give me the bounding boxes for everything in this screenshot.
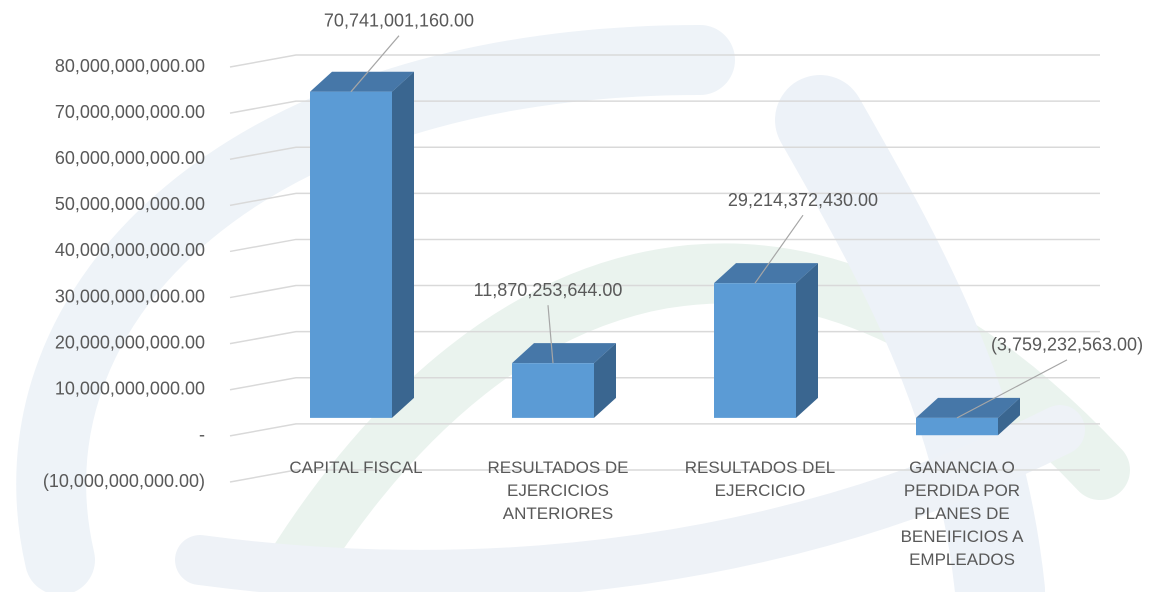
x-tick-label: GANANCIA O PERDIDA POR PLANES DE BENEIFI… (900, 458, 1024, 569)
grid-line (229, 192, 1100, 207)
y-tick-label: 60,000,000,000.00 (55, 148, 205, 168)
leader-line (956, 359, 1068, 419)
leader-line (547, 305, 554, 364)
grid-line (229, 100, 1100, 114)
leader-line (350, 35, 400, 93)
bar-side (392, 71, 414, 418)
bar (916, 417, 998, 436)
bar-top (310, 71, 414, 92)
leader-line (754, 214, 804, 284)
bar (714, 283, 796, 418)
y-tick-label: 10,000,000,000.00 (55, 379, 205, 399)
bar-top (512, 343, 616, 364)
y-tick-label: 50,000,000,000.00 (55, 194, 205, 214)
grid-line (229, 423, 1100, 437)
y-tick-label: (10,000,000,000.00) (43, 471, 205, 491)
grid-line (229, 284, 1100, 299)
y-tick-label: 30,000,000,000.00 (55, 286, 205, 306)
grid-line (229, 54, 1100, 68)
bar (512, 363, 594, 418)
bar (310, 91, 392, 418)
value-label: (3,759,232,563.00) (991, 335, 1143, 355)
value-label: 70,741,001,160.00 (324, 10, 474, 30)
y-tick-label: - (199, 425, 205, 445)
y-tick-label: 20,000,000,000.00 (55, 332, 205, 352)
background-decoration (16, 25, 1130, 592)
bar-top (714, 263, 818, 284)
bar-top (916, 397, 1020, 418)
grid-line (229, 238, 1100, 253)
y-tick-label: 70,000,000,000.00 (55, 102, 205, 122)
x-tick-label: RESULTADOS DE EJERCICIOS ANTERIORES (487, 458, 629, 523)
x-tick-label: CAPITAL FISCAL (289, 458, 423, 477)
x-tick-label: RESULTADOS DEL EJERCICIO (684, 458, 836, 500)
grid-line (229, 146, 1100, 160)
y-tick-label: 40,000,000,000.00 (55, 240, 205, 260)
bar-side (998, 397, 1020, 436)
grid-line (229, 330, 1100, 345)
bar-side (796, 263, 818, 418)
value-label: 29,214,372,430.00 (728, 190, 878, 210)
bar-side (594, 343, 616, 418)
grid-line (229, 377, 1100, 391)
value-label: 11,870,253,644.00 (474, 280, 623, 300)
y-tick-label: 80,000,000,000.00 (55, 56, 205, 76)
grid-line (229, 469, 1100, 483)
